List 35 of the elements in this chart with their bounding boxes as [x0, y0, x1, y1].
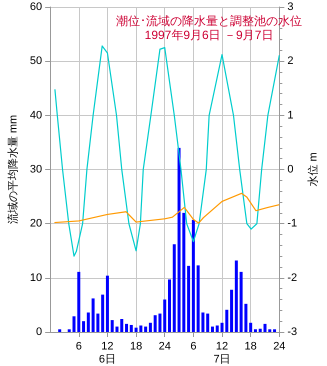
y2-tick-label: 2 [287, 55, 294, 68]
x-tick-label: 6 [190, 340, 196, 352]
y2-tick-label: 0 [287, 164, 294, 176]
y-tick-label: 30 [30, 164, 42, 176]
x-tick-label: 6 [76, 340, 82, 352]
y2-tick-label: 1 [287, 109, 294, 122]
x-tick-label: 24 [158, 340, 171, 352]
y2-tick-label: 3 [287, 1, 294, 13]
x-tick-label: 12 7日 [213, 340, 231, 366]
text: 潮位･流域の降水量と調整池の水位 [116, 14, 302, 28]
y-tick-label: 50 [30, 55, 42, 68]
y-tick-label: 40 [30, 109, 42, 122]
y-tick-label: 20 [30, 218, 42, 230]
line-series [54, 45, 280, 257]
bar [220, 322, 224, 332]
y2-tick-label: -1 [287, 218, 298, 230]
bar [58, 329, 62, 332]
x-tick-label: 24 [273, 340, 286, 352]
bar [263, 324, 266, 332]
y-tick-label: 0 [36, 326, 42, 338]
y2-axis-title: 水位 m [306, 152, 320, 187]
line-series [54, 192, 280, 224]
x-tick-label: 18 [130, 340, 142, 352]
bar [168, 279, 171, 332]
y-tick-label: 60 [30, 1, 42, 13]
x-tick-label: 18 [244, 340, 257, 352]
x-tick-label: 12 6日 [98, 340, 116, 366]
text: 1997年9月6日 －9月7日 [144, 28, 274, 42]
y-axis-title: 流域の平均降水量 mm [6, 114, 20, 224]
y-tick-label: 10 [30, 272, 42, 284]
y2-tick-label: -3 [287, 326, 298, 338]
bar [68, 329, 71, 332]
bar [72, 316, 76, 332]
y2-tick-label: -2 [287, 272, 298, 284]
bar [115, 326, 118, 332]
